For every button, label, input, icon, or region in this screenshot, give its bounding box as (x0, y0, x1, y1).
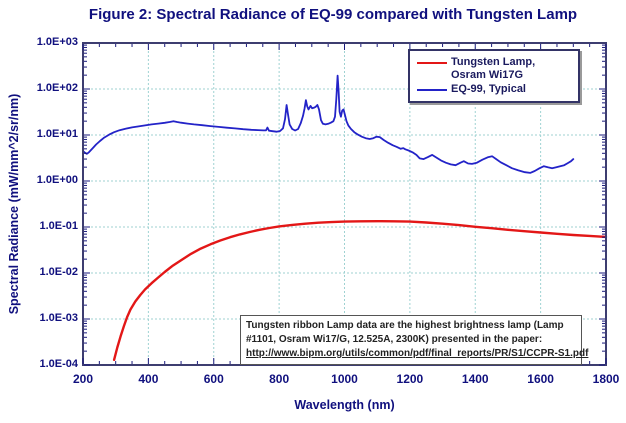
series-line-0 (112, 219, 608, 361)
annotation-box: Tungsten ribbon Lamp data are the highes… (240, 315, 589, 365)
y-tick-label: 1.0E-04 (39, 358, 78, 370)
legend-line-eq99 (417, 89, 447, 91)
legend-line-tungsten (417, 62, 447, 64)
y-tick-label: 1.0E-02 (39, 266, 78, 278)
annotation-link[interactable]: http://www.bipm.org/utils/common/pdf/fin… (246, 348, 589, 359)
x-tick-label: 1200 (396, 372, 424, 386)
x-tick-label: 600 (203, 372, 224, 386)
x-tick-label: 1600 (527, 372, 554, 386)
x-tick-label: 400 (138, 372, 159, 386)
series-line-1 (82, 74, 575, 174)
x-tick-label: 200 (72, 372, 94, 386)
annotation-line-2: #1101, Osram Wi17/G, 12.525A, 2300K) pre… (246, 334, 543, 345)
y-tick-label: 1.0E-03 (39, 312, 78, 324)
y-axis-title: Spectral Radiance (mW/mm^2/sr/nm) (7, 93, 21, 315)
x-tick-label: 800 (269, 372, 290, 386)
y-tick-label: 1.0E+03 (36, 36, 78, 48)
x-tick-label: 1800 (592, 372, 620, 386)
y-tick-label: 1.0E+01 (36, 128, 78, 140)
legend-label-tungsten: Tungsten Lamp, Osram Wi17G (451, 56, 536, 81)
y-tick-label: 1.0E+02 (36, 82, 78, 94)
legend-item-tungsten: Tungsten Lamp, Osram Wi17G (415, 56, 573, 82)
plot-border (82, 42, 607, 366)
y-tick-label: 1.0E-01 (39, 220, 78, 232)
y-tick-label: 1.0E+00 (36, 174, 78, 186)
annotation-line-1: Tungsten ribbon Lamp data are the highes… (246, 320, 564, 331)
legend: Tungsten Lamp, Osram Wi17G EQ-99, Typica… (408, 49, 580, 103)
x-tick-label: 1400 (461, 372, 489, 386)
x-tick-label: 1000 (331, 372, 358, 386)
x-axis-title: Wavelength (nm) (294, 398, 395, 412)
legend-item-eq99: EQ-99, Typical (415, 83, 573, 96)
chart-title: Figure 2: Spectral Radiance of EQ-99 com… (88, 6, 578, 23)
legend-label-eq99: EQ-99, Typical (451, 83, 526, 95)
